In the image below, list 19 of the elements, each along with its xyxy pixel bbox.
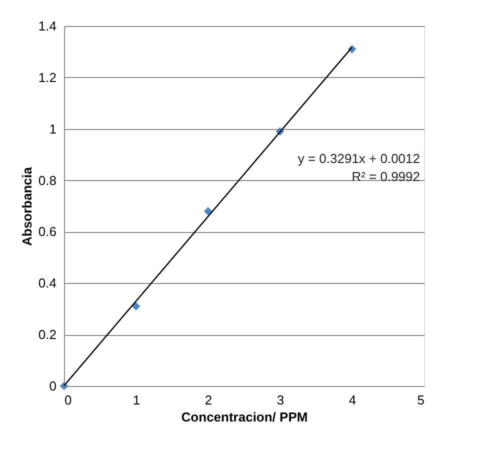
y-tick-label: 0.2 <box>38 327 56 342</box>
annotation: y = 0.3291x + 0.0012 <box>298 151 420 166</box>
y-tick-label: 1 <box>49 121 56 136</box>
x-tick-label: 1 <box>132 392 140 408</box>
point <box>204 206 212 216</box>
y-tick-label: 0.6 <box>38 224 56 240</box>
x-tick-label: 3 <box>276 392 284 408</box>
x-tick-label: 2 <box>204 392 212 408</box>
y-tick-label: 0.8 <box>38 172 56 188</box>
annotation: R² = 0.9992 <box>352 169 420 184</box>
x-tick-label: 4 <box>348 392 356 408</box>
x-tick-label: 0 <box>64 392 72 408</box>
y-tick-label: 0.4 <box>38 276 56 291</box>
x-axis-title: Concentracion/ PPM <box>181 410 308 424</box>
y-tick-label: 0 <box>49 378 56 394</box>
x-tick-label: 5 <box>417 392 424 408</box>
y-axis-title: Absorbancia <box>19 166 34 246</box>
y-tick-label: 1.2 <box>38 70 56 85</box>
y-tick-label: 1.4 <box>38 18 56 34</box>
